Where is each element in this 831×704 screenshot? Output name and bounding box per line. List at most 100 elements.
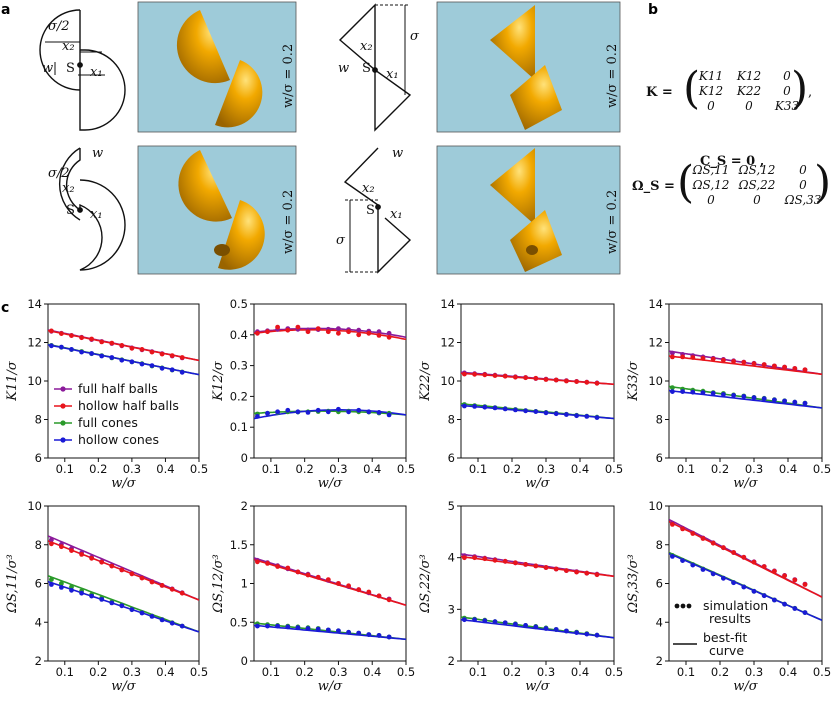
data-point-hollow-cones xyxy=(59,585,64,590)
y-tick-label: 8 xyxy=(656,538,663,552)
data-point-hollow-half-balls xyxy=(462,371,467,377)
data-point-hollow-half-balls xyxy=(386,597,392,603)
data-point-hollow-half-balls xyxy=(159,351,165,357)
x-tick-label: 0.1 xyxy=(677,665,695,679)
data-point-hollow-cones xyxy=(315,407,321,413)
label-x2-2: x₂ xyxy=(62,181,75,196)
x-tick-label: 0.2 xyxy=(296,665,314,679)
data-point-hollow-half-balls xyxy=(584,379,590,385)
render-label-2: w/σ = 0.2 xyxy=(281,190,296,254)
x-tick-label: 0.1 xyxy=(262,462,280,476)
y-tick-label: 8 xyxy=(448,413,455,427)
data-point-hollow-half-balls xyxy=(700,536,706,541)
data-point-hollow-cones xyxy=(346,629,351,635)
data-point-hollow-half-balls xyxy=(59,544,64,550)
data-point-hollow-cones xyxy=(49,343,54,349)
chart-frame xyxy=(460,303,615,459)
data-point-hollow-half-balls xyxy=(109,563,115,569)
y-axis-label: K12/σ xyxy=(211,360,226,402)
data-point-hollow-half-balls xyxy=(129,571,135,577)
x-tick-label: 0.2 xyxy=(503,462,521,476)
x-axis-label: w/σ xyxy=(318,476,344,491)
data-point-hollow-cones xyxy=(386,412,392,418)
data-point-hollow-half-balls xyxy=(482,372,488,378)
data-point-full-cones xyxy=(59,581,64,586)
data-point-hollow-half-balls xyxy=(149,349,155,355)
data-point-hollow-half-balls xyxy=(513,374,518,380)
y-tick-label: 0 xyxy=(241,451,248,465)
Omega-cell-1-2: 0 xyxy=(799,178,807,192)
Omega-brace-right: ) xyxy=(814,157,831,208)
y-tick-label: 6 xyxy=(448,451,455,465)
plot-area xyxy=(461,553,614,639)
data-point-hollow-cones xyxy=(761,593,767,599)
legend-series: full half balls hollow half balls full con… xyxy=(54,381,179,447)
x-tick-label: 0.2 xyxy=(711,462,729,476)
data-point-hollow-cones xyxy=(49,582,54,587)
data-point-hollow-cones xyxy=(169,367,175,373)
y-tick-label: 0 xyxy=(241,654,248,668)
label-w-1: w xyxy=(42,61,53,76)
data-point-hollow-cones xyxy=(376,633,382,638)
data-point-hollow-half-balls xyxy=(179,355,185,360)
x-tick-label: 0.5 xyxy=(813,462,831,476)
data-point-full-half-balls xyxy=(386,330,392,336)
legend-marker-1 xyxy=(60,386,66,392)
data-point-hollow-half-balls xyxy=(79,335,84,341)
data-point-hollow-cones xyxy=(139,361,145,367)
x-tick-label: 0.2 xyxy=(503,665,521,679)
y-tick-label: 4 xyxy=(656,615,663,629)
legend-marker-2 xyxy=(60,403,66,409)
K-cell-0-0: K11 xyxy=(698,69,723,83)
chart-7: 0.1 0.2 0.3 0.4 0.5 2 3 4 5 w/σ ΩS,22/σ³ xyxy=(418,499,623,694)
Omega-cell-1-1: ΩS,22 xyxy=(738,178,776,192)
data-point-hollow-cones xyxy=(275,623,280,629)
data-point-hollow-half-balls xyxy=(169,353,175,358)
legend-markers: simulation results best-fit curve xyxy=(673,598,768,658)
x-tick-label: 0.5 xyxy=(605,665,623,679)
data-point-hollow-cones xyxy=(772,597,777,603)
Omega-cell-1-0: ΩS,12 xyxy=(692,178,730,192)
data-point-hollow-half-balls xyxy=(285,565,291,571)
data-point-hollow-cones xyxy=(533,624,539,630)
data-point-hollow-half-balls xyxy=(523,562,528,567)
data-point-hollow-half-balls xyxy=(553,377,559,383)
data-point-hollow-cones xyxy=(315,626,321,632)
data-point-hollow-cones xyxy=(275,409,280,415)
y-tick-label: 1.5 xyxy=(230,538,248,552)
K-cell-2-2: K33 xyxy=(774,99,800,113)
data-point-hollow-half-balls xyxy=(376,593,382,599)
data-point-hollow-cones xyxy=(109,355,115,360)
label-x1-3: x₁ xyxy=(386,67,399,82)
data-point-hollow-cones xyxy=(255,414,260,419)
render-hollow-cones xyxy=(490,148,562,272)
x-axis-label: w/σ xyxy=(525,679,551,694)
x-tick-label: 0.5 xyxy=(397,462,415,476)
y-axis-label: ΩS,12/σ³ xyxy=(211,554,226,613)
data-point-hollow-cones xyxy=(721,392,726,397)
x-axis-label: w/σ xyxy=(111,476,137,491)
data-point-hollow-half-balls xyxy=(751,361,757,367)
data-point-hollow-cones xyxy=(179,369,185,375)
chart-frame xyxy=(253,303,407,459)
data-point-hollow-cones xyxy=(751,395,757,400)
Omega-cell-2-2: ΩS,33 xyxy=(784,193,822,207)
data-point-hollow-cones xyxy=(99,597,105,602)
data-point-hollow-half-balls xyxy=(79,552,84,557)
label-half-sigma-2: σ/2 xyxy=(48,166,70,181)
K-brace-right: ) xyxy=(791,63,808,114)
x-tick-label: 0.3 xyxy=(329,462,347,476)
K-cell-1-0: K12 xyxy=(698,84,723,98)
plot-area xyxy=(669,350,822,409)
data-point-hollow-cones xyxy=(346,409,351,415)
x-tick-label: 0.1 xyxy=(469,462,487,476)
data-point-hollow-half-balls xyxy=(255,330,260,336)
data-point-full-half-balls xyxy=(49,537,54,543)
data-point-hollow-half-balls xyxy=(89,555,94,561)
y-tick-label: 5 xyxy=(448,499,455,513)
chart-6: 0.1 0.2 0.3 0.4 0.5 0 0.5 1 1.5 2 w/σ ΩS,12/σ³ xyxy=(211,499,415,694)
data-point-hollow-half-balls xyxy=(59,331,64,336)
data-point-hollow-cones xyxy=(59,344,64,350)
